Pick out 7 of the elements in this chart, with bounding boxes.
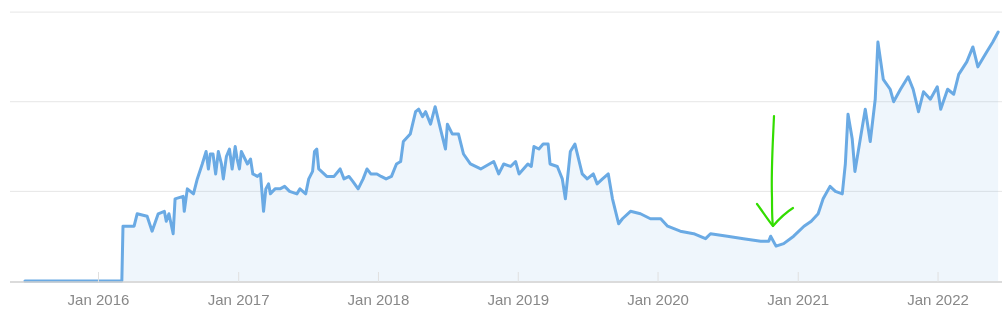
x-tick-label: Jan 2018 <box>347 291 410 308</box>
x-tick-label: Jan 2020 <box>627 291 689 308</box>
x-tick-label: Jan 2021 <box>767 291 830 308</box>
x-tick-label: Jan 2022 <box>907 291 969 308</box>
x-tick-label: Jan 2016 <box>67 291 130 308</box>
x-tick-label: Jan 2019 <box>487 291 550 308</box>
x-tick-label: Jan 2017 <box>207 291 270 308</box>
